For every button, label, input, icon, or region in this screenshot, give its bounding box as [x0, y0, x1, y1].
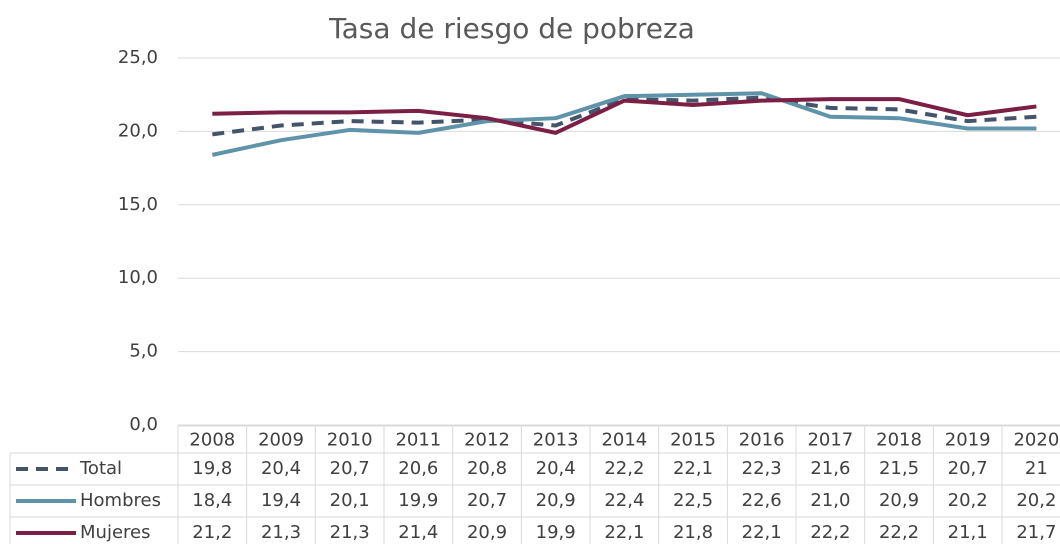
y-tick-label: 10,0 [118, 267, 158, 288]
table-value: 18,4 [192, 490, 232, 511]
table-value: 21,8 [673, 522, 713, 543]
series-line [211, 91, 1037, 157]
table-value: 20,4 [261, 458, 301, 479]
table-value: 20,7 [330, 458, 370, 479]
table-value: 21,4 [398, 522, 438, 543]
table-value: 20,2 [948, 490, 988, 511]
legend-label: Hombres [80, 490, 161, 511]
table-value: 21 [1025, 458, 1048, 479]
legend-label: Mujeres [80, 522, 150, 543]
table-value: 21,2 [192, 522, 232, 543]
table-value: 21,3 [330, 522, 370, 543]
table-value: 22,2 [879, 522, 919, 543]
x-tick-label: 2009 [258, 430, 304, 451]
y-tick-label: 5,0 [129, 341, 158, 362]
table-value: 20,9 [467, 522, 507, 543]
table-value: 22,3 [742, 458, 782, 479]
x-tick-label: 2008 [189, 430, 235, 451]
table-value: 21,1 [948, 522, 988, 543]
y-tick-label: 15,0 [118, 194, 158, 215]
table-value: 20,1 [330, 490, 370, 511]
table-value: 21,6 [810, 458, 850, 479]
x-tick-label: 2020 [1013, 430, 1059, 451]
table-value: 22,5 [673, 490, 713, 511]
series-line [212, 97, 1037, 135]
x-tick-label: 2014 [601, 430, 647, 451]
table-value: 20,9 [536, 490, 576, 511]
table-value: 21,0 [810, 490, 850, 511]
table-value: 21,5 [879, 458, 919, 479]
table-value: 20,9 [879, 490, 919, 511]
table-value: 20,7 [467, 490, 507, 511]
x-tick-label: 2010 [327, 430, 373, 451]
table-value: 20,2 [1016, 490, 1056, 511]
y-tick-label: 25,0 [118, 47, 158, 68]
table-value: 21,7 [1016, 522, 1056, 543]
x-tick-label: 2019 [945, 430, 991, 451]
table-value: 20,8 [467, 458, 507, 479]
table-value: 21,3 [261, 522, 301, 543]
x-tick-label: 2016 [739, 430, 785, 451]
table-value: 22,2 [604, 458, 644, 479]
table-value: 22,4 [604, 490, 644, 511]
legend-label: Total [79, 458, 122, 479]
table-value: 22,1 [604, 522, 644, 543]
table-value: 22,1 [673, 458, 713, 479]
table-value: 19,9 [536, 522, 576, 543]
table-value: 22,6 [742, 490, 782, 511]
y-tick-label: 20,0 [118, 120, 158, 141]
x-tick-label: 2015 [670, 430, 716, 451]
x-tick-label: 2017 [807, 430, 853, 451]
table-value: 20,6 [398, 458, 438, 479]
y-tick-label: 0,0 [129, 414, 158, 435]
x-tick-label: 2011 [395, 430, 441, 451]
x-tick-label: 2018 [876, 430, 922, 451]
table-value: 19,8 [192, 458, 232, 479]
table-value: 20,7 [948, 458, 988, 479]
x-tick-label: 2012 [464, 430, 510, 451]
x-tick-label: 2013 [533, 430, 579, 451]
table-value: 22,2 [810, 522, 850, 543]
table-value: 19,4 [261, 490, 301, 511]
chart-title: Tasa de riesgo de pobreza [328, 12, 695, 45]
table-value: 22,1 [742, 522, 782, 543]
table-value: 20,4 [536, 458, 576, 479]
table-value: 19,9 [398, 490, 438, 511]
